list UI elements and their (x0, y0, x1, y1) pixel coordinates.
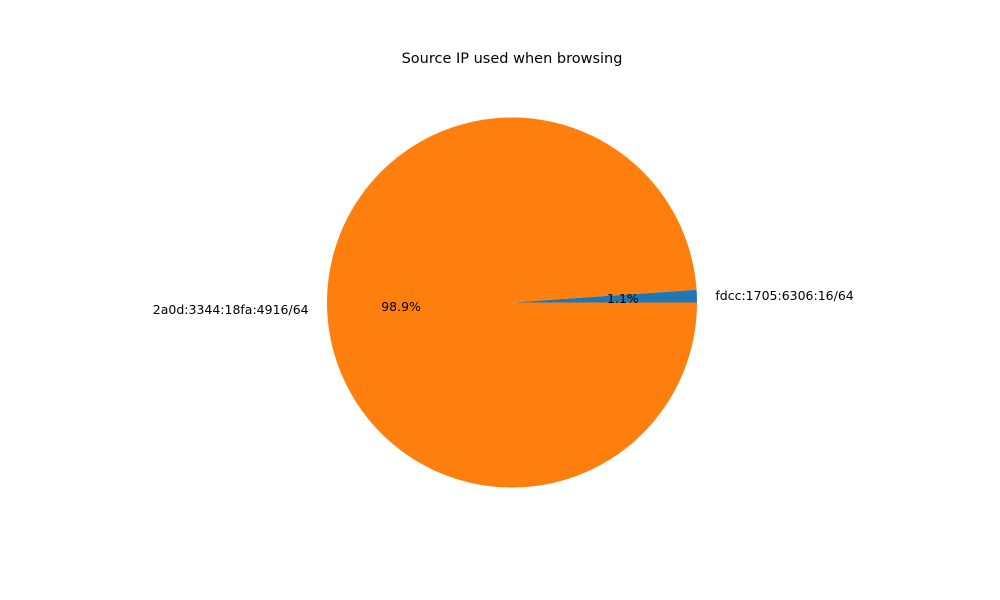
chart-title: Source IP used when browsing (402, 51, 623, 67)
pie-slices (326, 117, 697, 488)
pie-slice-label-1: 2a0d:3344:18fa:4916/64 (153, 302, 309, 317)
pie-slice-percent-0: 1.1% (607, 291, 639, 306)
pie-slice-label-0: fdcc:1705:6306:16/64 (715, 288, 853, 303)
pie-slice-percent-1: 98.9% (381, 299, 421, 314)
pie-slice-0 (512, 289, 697, 303)
pie-slice-1 (326, 117, 697, 488)
pie-labels: 1.1% fdcc:1705:6306:16/64 98.9% 2a0d:3344:1… (153, 288, 854, 317)
